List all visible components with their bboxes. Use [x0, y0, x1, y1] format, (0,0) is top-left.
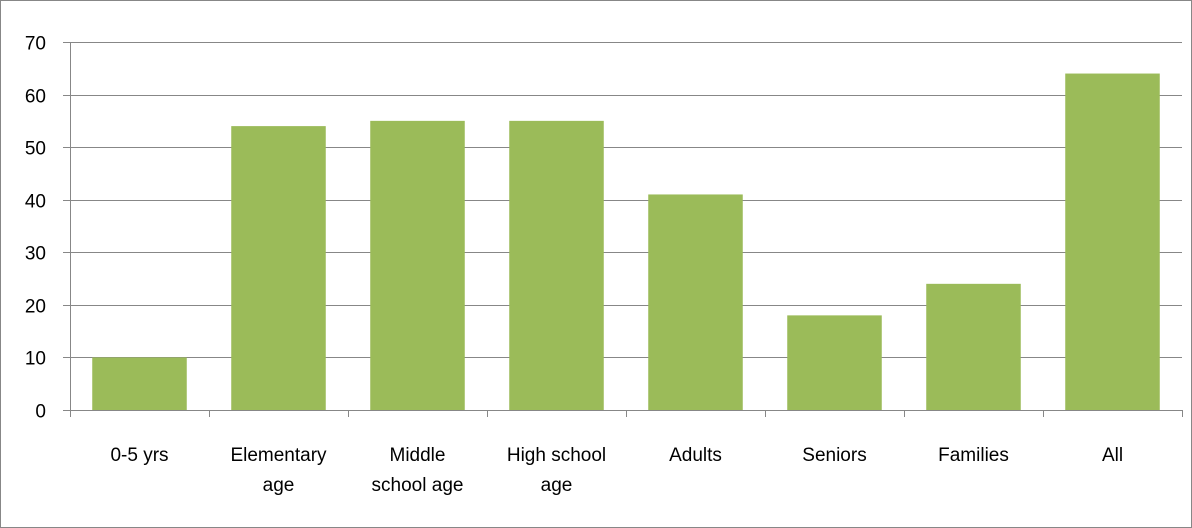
- y-tick-label: 0: [35, 402, 46, 423]
- y-tick-label: 70: [25, 34, 46, 55]
- x-axis: 0-5 yrs Elementary age Middle school age High…: [70, 410, 1183, 496]
- bar: [648, 194, 743, 410]
- bar: [231, 126, 326, 410]
- x-category-label-line: school age: [372, 475, 464, 496]
- bar: [509, 120, 604, 410]
- x-category-label: All: [1102, 445, 1123, 466]
- x-category-label: 0-5 yrs: [110, 445, 168, 466]
- x-category-label: Seniors: [802, 445, 866, 466]
- bar: [370, 120, 465, 410]
- y-tick-label: 30: [25, 244, 46, 265]
- x-category-label-line: age: [541, 475, 573, 496]
- y-tick-label: 20: [25, 297, 46, 318]
- bar: [787, 315, 882, 410]
- bar: [926, 283, 1021, 410]
- x-category-label: Middle school age: [372, 445, 464, 496]
- y-tick-label: 60: [25, 87, 46, 108]
- x-category-label-line: Seniors: [802, 445, 866, 466]
- bar: [92, 357, 187, 410]
- x-category-label-line: Adults: [669, 445, 722, 466]
- x-category-label-line: Elementary: [230, 445, 327, 466]
- y-axis: 0 10 20 30 40 50 60 70: [25, 34, 71, 423]
- x-category-label-line: Families: [938, 445, 1009, 466]
- x-category-label: Elementary age: [230, 445, 327, 496]
- x-category-label: High school age: [507, 445, 606, 496]
- y-tick-label: 10: [25, 349, 46, 370]
- x-category-label: Families: [938, 445, 1009, 466]
- x-category-label-line: High school: [507, 445, 606, 466]
- bars: [92, 73, 1160, 411]
- bar: [1065, 73, 1160, 411]
- x-category-label: Adults: [669, 445, 722, 466]
- x-category-label-line: age: [263, 475, 295, 496]
- y-tick-label: 50: [25, 139, 46, 160]
- x-category-label-line: Middle: [390, 445, 446, 466]
- x-category-label-line: All: [1102, 445, 1123, 466]
- y-tick-label: 40: [25, 192, 46, 213]
- x-category-label-line: 0-5 yrs: [110, 445, 168, 466]
